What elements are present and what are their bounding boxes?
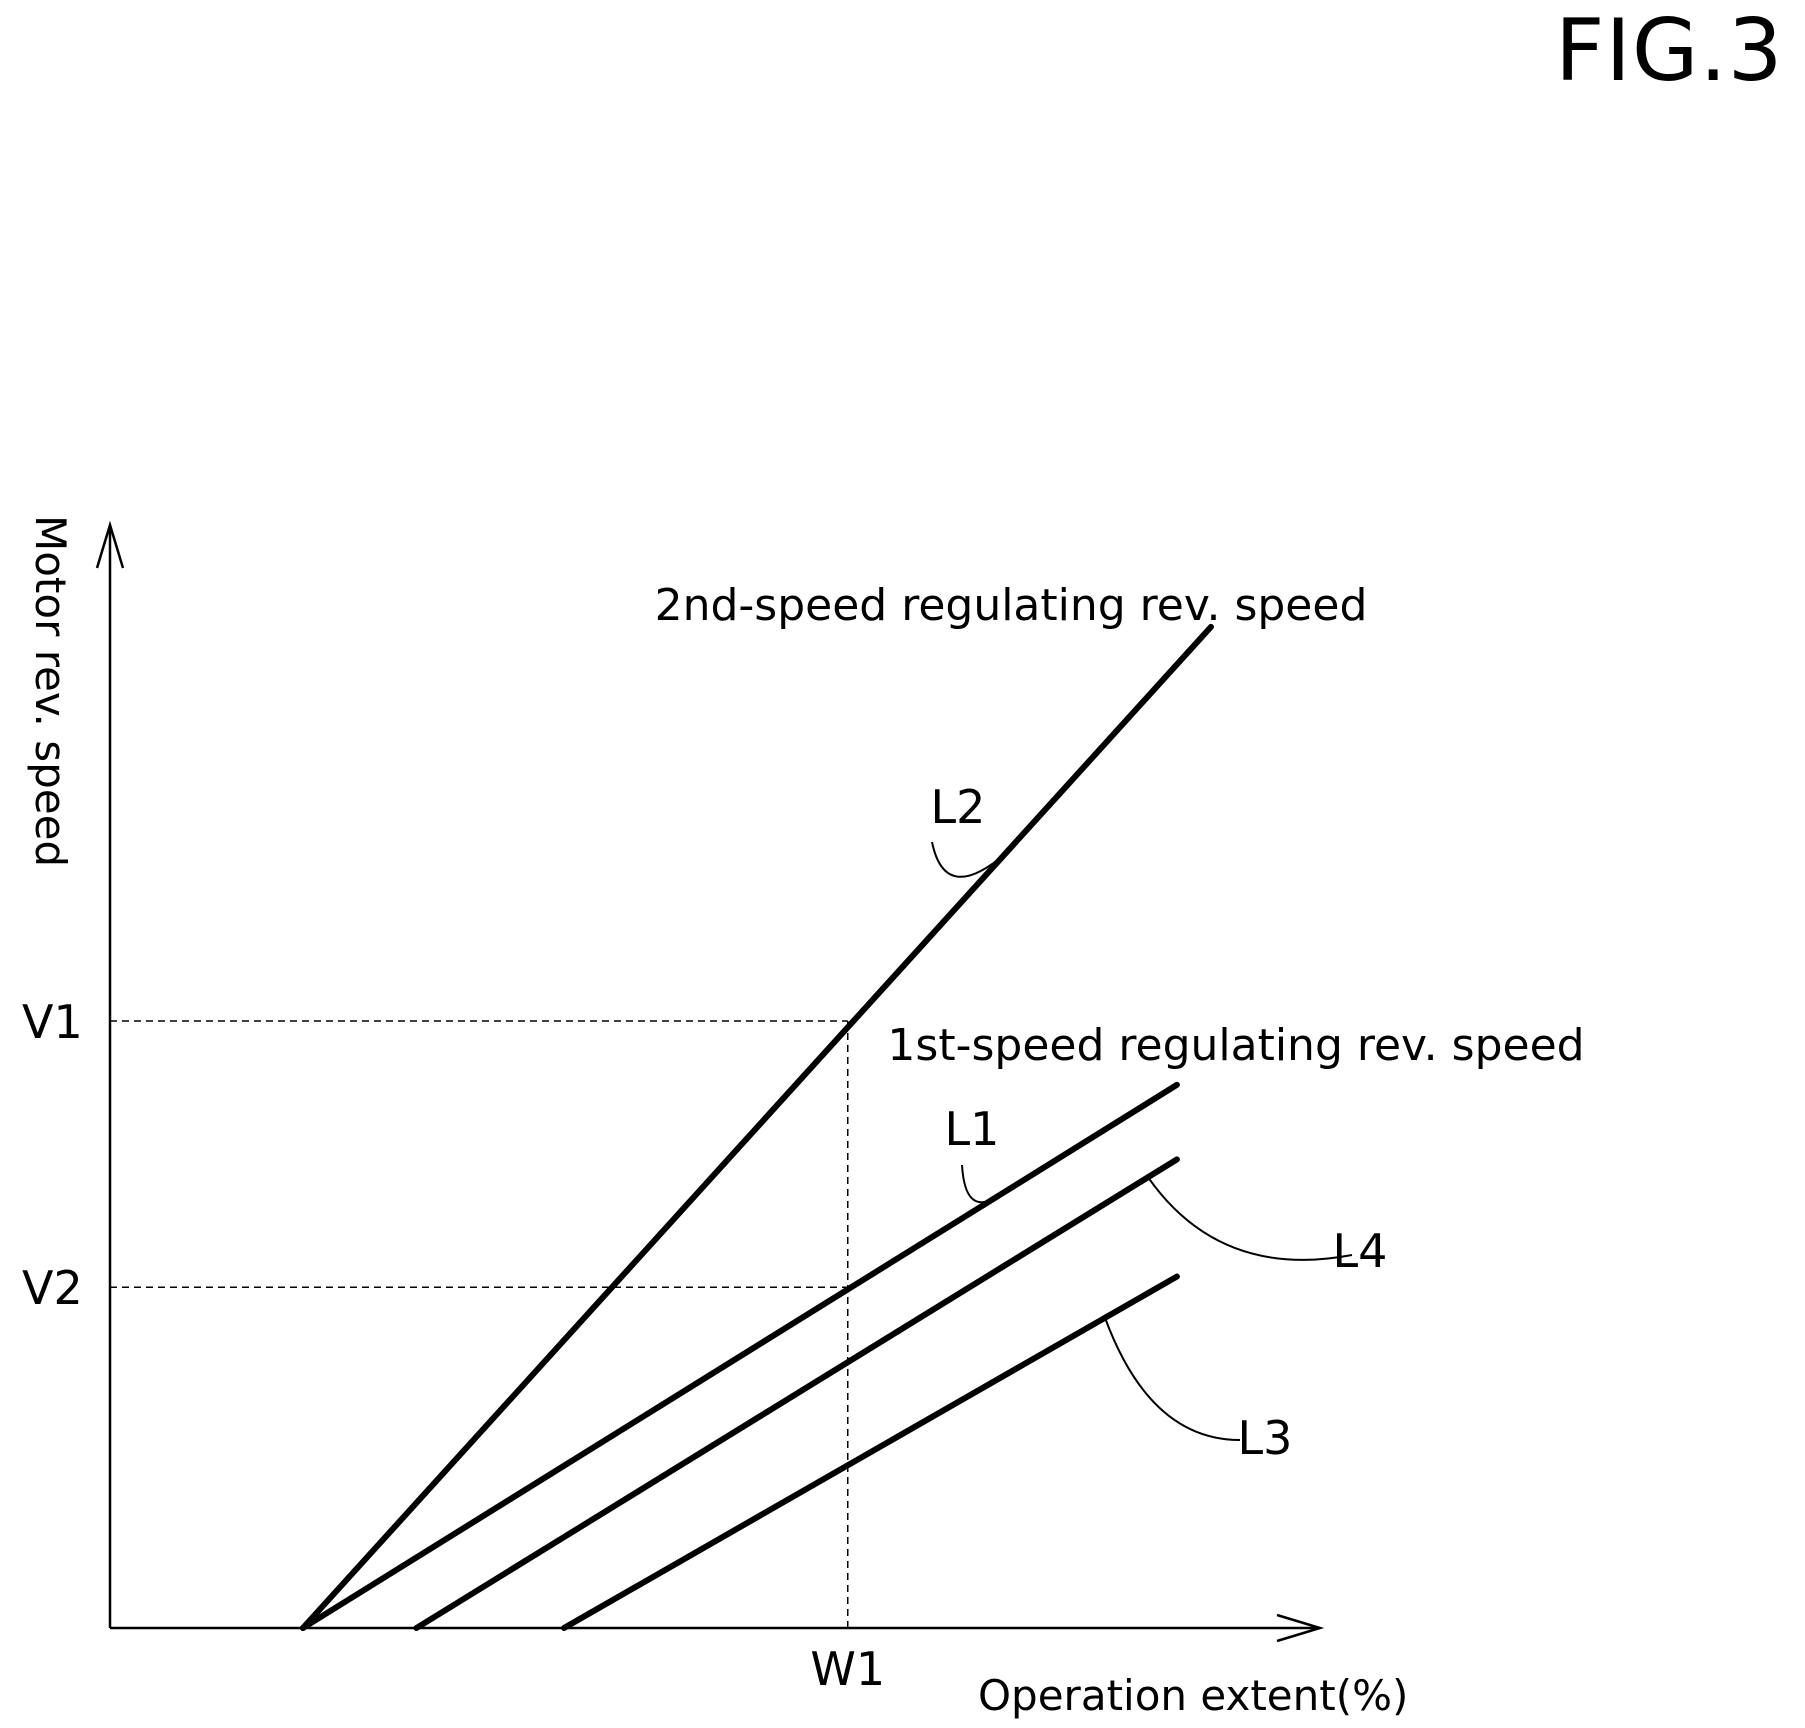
chart-labels: V1 V2 W1 Operation extent(%) Motor rev. spee… — [22, 515, 1585, 1720]
y-tick-label-v1: V1 — [22, 995, 83, 1049]
series-label-l1: L1 — [945, 1102, 1000, 1156]
x-axis-label: Operation extent(%) — [978, 1671, 1408, 1720]
y-axis-arrow-icon — [95, 520, 125, 569]
figure-title: FIG.3 — [1555, 1, 1784, 101]
series-line-l3 — [561, 1273, 1180, 1631]
leader-line-l1 — [961, 1164, 996, 1204]
axes — [95, 520, 1325, 1643]
series-label-l4: L4 — [1333, 1224, 1388, 1278]
series-line-l2 — [299, 623, 1214, 1631]
leader-lines — [931, 841, 1353, 1441]
series-label-l3: L3 — [1238, 1411, 1293, 1465]
x-axis-arrow-icon — [1276, 1613, 1325, 1643]
series-line-l4 — [413, 1156, 1180, 1631]
x-tick-label-w1: W1 — [810, 1642, 885, 1696]
reference-guides — [110, 1020, 849, 1628]
y-tick-label-v2: V2 — [22, 1261, 83, 1315]
leader-line-l4 — [1147, 1176, 1353, 1261]
series-line-l1 — [299, 1081, 1180, 1631]
y-axis-label: Motor rev. speed — [26, 515, 75, 867]
annotation-l1: 1st-speed regulating rev. speed — [887, 1020, 1584, 1071]
series-label-l2: L2 — [931, 780, 986, 834]
annotation-l2: 2nd-speed regulating rev. speed — [655, 580, 1368, 631]
leader-line-l2 — [931, 841, 1006, 878]
leader-line-l3 — [1104, 1317, 1241, 1441]
series-lines — [299, 623, 1214, 1631]
